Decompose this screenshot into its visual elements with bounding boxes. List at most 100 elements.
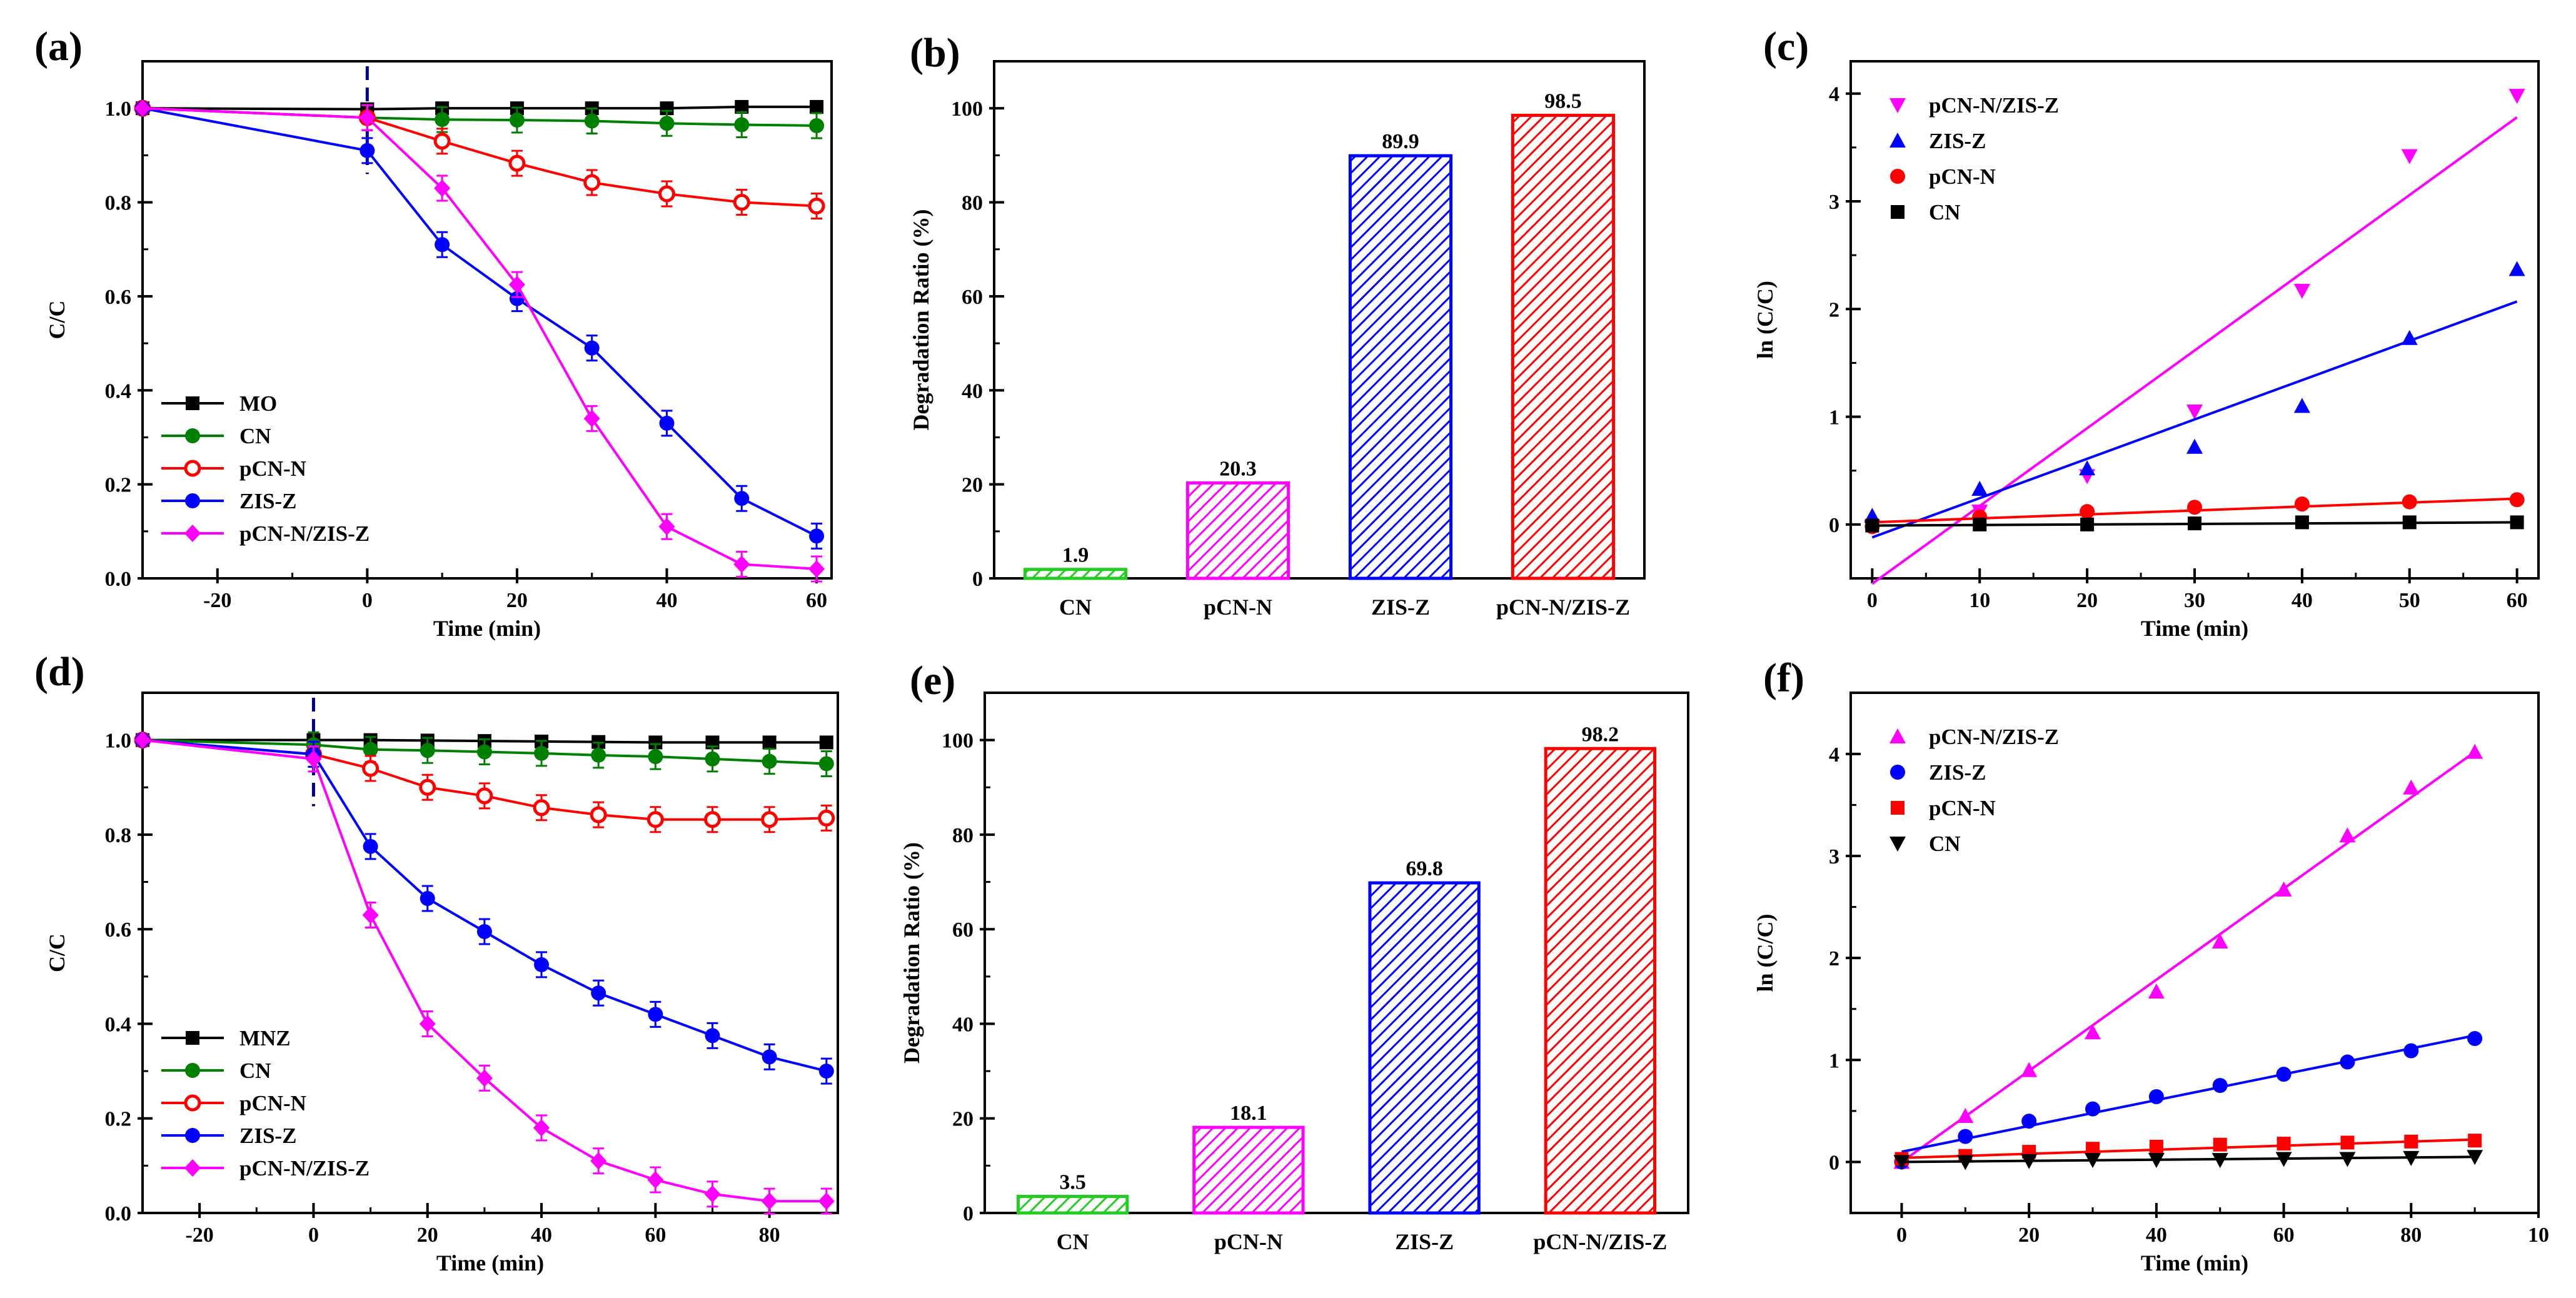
data-point	[591, 747, 606, 763]
data-point	[659, 415, 675, 431]
legend-label: ZIS-Z	[239, 489, 296, 513]
data-point	[2293, 283, 2310, 299]
y-tick-label: 0	[1829, 1151, 1839, 1174]
panel-d: (d) 0.0 0.2 0.4 0.6 0.8 1.0 -20 0 20 40 60 80 Time (m…	[34, 649, 839, 1275]
data-point	[2275, 881, 2292, 897]
plot-frame	[141, 692, 839, 1214]
data-point	[818, 1064, 834, 1079]
data-point	[2295, 515, 2309, 530]
legend-entry: ZIS-Z	[1890, 760, 1986, 785]
data-point	[1893, 1155, 1910, 1170]
y-axis-label: ln (C/C)	[1753, 281, 1778, 359]
y-tick-label: 3	[1829, 191, 1839, 214]
bar-value-label: 98.2	[1582, 723, 1619, 746]
y-tick-label: 0.6	[105, 286, 132, 309]
category-label: CN	[1059, 595, 1092, 620]
category-label: pCN-N/ZIS-Z	[1533, 1229, 1667, 1254]
data-point	[2149, 1139, 2163, 1154]
series-pcn-n-zis-z	[134, 731, 835, 1215]
x-tick-label: -20	[185, 1224, 213, 1247]
legend-entry: pCN-N	[161, 456, 306, 481]
panel-e: (e) 0 20 40 60 80 100 CN pCN-N ZIS-Z pCN-N/ZIS-Z De…	[899, 658, 1689, 1254]
y-axis-label: C/C	[44, 301, 69, 340]
legend-label: ZIS-Z	[239, 1124, 296, 1148]
legend-marker	[1890, 169, 1905, 184]
x-tick-label: 30	[2184, 589, 2205, 612]
legend-entry: ZIS-Z	[161, 1124, 296, 1148]
legend-marker	[1889, 133, 1906, 148]
data-point	[648, 735, 663, 750]
legend-marker	[185, 1063, 200, 1078]
legend-label: CN	[239, 1059, 271, 1083]
data-point	[2187, 500, 2202, 515]
data-point	[809, 118, 825, 133]
data-point	[2402, 494, 2417, 510]
x-tick-label: 0	[1896, 1224, 1907, 1247]
data-point	[761, 811, 778, 828]
data-point	[818, 1192, 835, 1210]
y-axis-label: C/C	[44, 933, 69, 972]
data-point	[808, 560, 825, 578]
legend-marker	[1890, 765, 1905, 780]
data-point	[590, 806, 607, 823]
data-point	[2340, 1135, 2355, 1150]
data-point	[818, 809, 835, 827]
data-point	[648, 749, 663, 765]
legend-marker	[1889, 98, 1906, 113]
legend-marker	[184, 1094, 201, 1112]
bar-value-label: 1.9	[1062, 544, 1089, 567]
plot-frame	[984, 692, 1689, 1214]
legend-marker	[185, 428, 200, 443]
legend-entry: pCN-N/ZIS-Z	[1889, 725, 2059, 749]
y-tick-label: 1	[1829, 1049, 1839, 1072]
y-tick-label: 0.0	[105, 568, 132, 591]
data-point	[2080, 517, 2095, 531]
data-point	[508, 276, 525, 294]
data-point	[362, 760, 380, 777]
x-tick-label: 60	[806, 589, 827, 612]
bar	[1016, 1195, 1129, 1215]
data-point	[533, 799, 550, 817]
legend-marker	[1891, 205, 1904, 219]
data-point	[703, 811, 721, 828]
legend-marker	[184, 525, 201, 542]
data-point	[2277, 1137, 2291, 1151]
data-point	[2148, 1153, 2165, 1169]
series-pcn-n-zis-z	[1893, 743, 2483, 1169]
legend-label: MNZ	[239, 1026, 291, 1050]
data-point	[2021, 1154, 2038, 1169]
legend-entry: CN	[1891, 200, 1961, 224]
category-label: pCN-N/ZIS-Z	[1496, 595, 1630, 620]
data-point	[583, 410, 600, 428]
data-point	[435, 237, 450, 253]
x-tick-label: 40	[656, 589, 677, 612]
x-tick-label: 80	[2400, 1224, 2422, 1247]
series-cn	[1865, 515, 2524, 533]
legend-label: ZIS-Z	[1929, 760, 1986, 785]
panel-letter: (d)	[34, 649, 85, 695]
x-tick-label: 40	[2292, 589, 2313, 612]
data-point	[1865, 518, 1879, 533]
data-point	[476, 923, 492, 939]
series-pcn-n-zis-z	[134, 99, 825, 583]
data-point	[2021, 1114, 2037, 1129]
data-point	[734, 117, 750, 133]
data-point	[2212, 1078, 2228, 1094]
panel-a: (a) 0.0 0.2 0.4 0.6 0.8 1.0 -20 0 20 40 60 Time (min…	[34, 24, 833, 641]
data-point	[705, 751, 720, 767]
y-tick-label: 80	[952, 824, 974, 847]
fit-line	[1901, 1034, 2475, 1154]
y-axis-label: Degradation Ratio (%)	[899, 842, 924, 1064]
x-tick-label: 80	[759, 1224, 780, 1247]
data-point	[2509, 492, 2525, 508]
legend-label: pCN-N	[1929, 164, 1996, 189]
y-tick-label: 40	[962, 380, 983, 403]
bar	[1544, 747, 1657, 1215]
legend-label: pCN-N	[239, 456, 306, 481]
y-tick-label: 0	[972, 568, 983, 591]
bar	[1192, 1125, 1305, 1215]
data-point	[762, 753, 777, 769]
panel-letter: (c)	[1763, 24, 1809, 69]
